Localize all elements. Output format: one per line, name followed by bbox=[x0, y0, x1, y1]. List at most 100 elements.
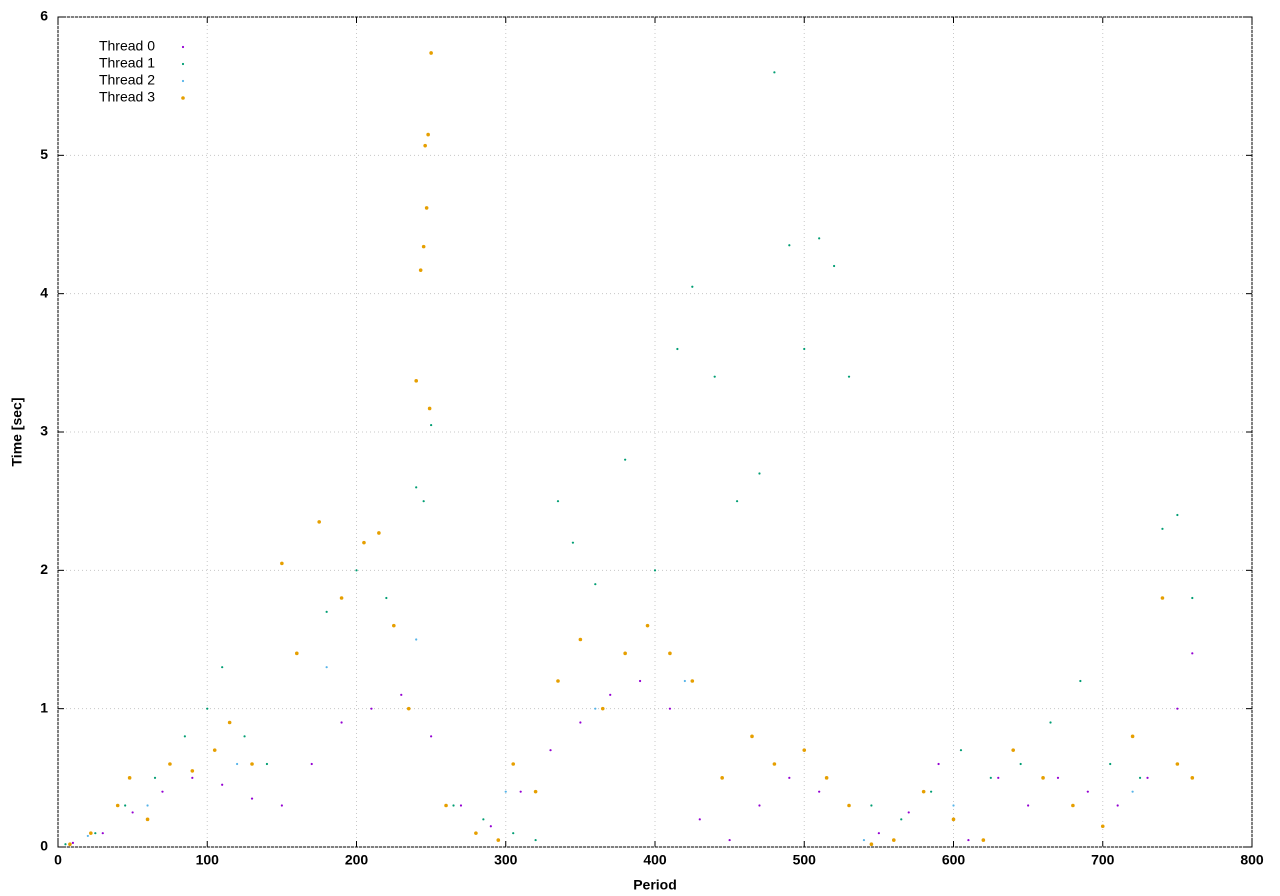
point bbox=[168, 762, 172, 766]
point bbox=[1109, 762, 1112, 766]
point bbox=[645, 623, 650, 628]
point bbox=[191, 776, 194, 779]
point bbox=[698, 818, 701, 821]
point bbox=[426, 132, 430, 137]
point bbox=[609, 693, 612, 696]
x-tick-label: 800 bbox=[1240, 852, 1264, 868]
point bbox=[571, 541, 575, 544]
point bbox=[638, 679, 642, 683]
point bbox=[594, 583, 597, 586]
y-tick-label: 2 bbox=[40, 561, 48, 577]
point bbox=[236, 762, 239, 766]
point bbox=[430, 735, 433, 738]
x-tick-label: 600 bbox=[942, 852, 966, 868]
point bbox=[1176, 707, 1179, 710]
point bbox=[1011, 748, 1015, 752]
point bbox=[862, 838, 866, 842]
point bbox=[295, 651, 299, 656]
legend-marker bbox=[181, 62, 185, 66]
point bbox=[907, 811, 910, 814]
point bbox=[930, 790, 933, 793]
point bbox=[474, 831, 478, 835]
legend-marker bbox=[181, 45, 185, 49]
point bbox=[127, 776, 132, 780]
point bbox=[1191, 652, 1194, 655]
point bbox=[265, 762, 269, 766]
point bbox=[183, 735, 186, 738]
point bbox=[414, 379, 419, 383]
point bbox=[952, 804, 955, 807]
point bbox=[452, 804, 455, 807]
point bbox=[482, 818, 485, 821]
legend-label: Thread 3 bbox=[99, 89, 155, 105]
point bbox=[773, 71, 776, 74]
point bbox=[1056, 776, 1060, 779]
point bbox=[1086, 790, 1089, 793]
x-tick-label: 100 bbox=[196, 852, 220, 868]
point bbox=[385, 596, 388, 600]
point bbox=[145, 817, 150, 822]
point bbox=[377, 531, 381, 535]
point bbox=[683, 679, 686, 683]
point bbox=[892, 838, 896, 842]
legend-label: Thread 1 bbox=[99, 55, 155, 71]
point bbox=[496, 838, 501, 842]
point bbox=[250, 797, 254, 800]
point bbox=[1079, 679, 1082, 683]
point bbox=[937, 762, 940, 766]
point bbox=[511, 762, 516, 766]
point bbox=[124, 804, 127, 807]
y-tick-label: 5 bbox=[40, 146, 48, 162]
point bbox=[818, 790, 821, 793]
point bbox=[115, 803, 120, 808]
y-tick-label: 4 bbox=[40, 284, 48, 300]
point bbox=[951, 817, 956, 822]
point bbox=[1071, 803, 1075, 808]
point bbox=[221, 666, 224, 669]
y-tick-label: 3 bbox=[40, 423, 48, 439]
point bbox=[788, 776, 791, 779]
point bbox=[556, 500, 560, 503]
point bbox=[921, 789, 926, 794]
point bbox=[429, 51, 433, 55]
point bbox=[71, 841, 75, 844]
point bbox=[131, 811, 134, 814]
point bbox=[1130, 734, 1135, 739]
point bbox=[421, 244, 426, 249]
point bbox=[803, 347, 806, 351]
point bbox=[967, 838, 970, 842]
point bbox=[504, 790, 507, 793]
point bbox=[720, 776, 724, 780]
point bbox=[94, 832, 97, 835]
point bbox=[847, 375, 851, 378]
point bbox=[668, 651, 672, 656]
point bbox=[1191, 596, 1194, 600]
point bbox=[89, 831, 93, 835]
x-tick-label: 200 bbox=[345, 852, 369, 868]
point bbox=[549, 749, 552, 752]
point bbox=[735, 500, 739, 503]
point bbox=[489, 825, 492, 828]
point bbox=[1041, 776, 1045, 780]
point bbox=[1176, 513, 1179, 517]
point bbox=[534, 838, 537, 842]
point bbox=[869, 842, 874, 847]
legend-label: Thread 2 bbox=[99, 72, 155, 88]
point bbox=[310, 762, 313, 766]
point bbox=[713, 375, 716, 378]
point bbox=[833, 264, 836, 268]
legend-label: Thread 0 bbox=[99, 38, 155, 54]
point bbox=[578, 637, 583, 642]
point bbox=[1116, 804, 1119, 807]
point bbox=[190, 769, 195, 773]
x-tick-label: 700 bbox=[1091, 852, 1115, 868]
point bbox=[355, 569, 358, 572]
point bbox=[86, 834, 89, 838]
point bbox=[600, 706, 605, 711]
point bbox=[900, 818, 903, 821]
point bbox=[877, 832, 880, 835]
point bbox=[653, 569, 657, 572]
point bbox=[415, 638, 418, 641]
point bbox=[64, 843, 67, 846]
point bbox=[758, 804, 761, 807]
